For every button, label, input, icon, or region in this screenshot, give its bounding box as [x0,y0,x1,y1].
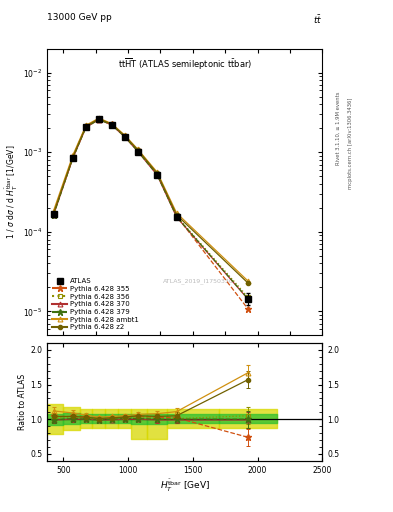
Y-axis label: Ratio to ATLAS: Ratio to ATLAS [18,374,28,430]
Y-axis label: 1 / $\sigma$ d$\sigma$ / d $H_T^{\mathregular{\bar{t}bar}}$ [1/GeV]: 1 / $\sigma$ d$\sigma$ / d $H_T^{\mathre… [4,145,20,239]
Legend: ATLAS, Pythia 6.428 355, Pythia 6.428 356, Pythia 6.428 370, Pythia 6.428 379, P: ATLAS, Pythia 6.428 355, Pythia 6.428 35… [51,276,140,332]
Text: 13000 GeV pp: 13000 GeV pp [47,13,112,22]
Text: tt$\overline{\mathregular{H}}$T (ATLAS semileptonic t$\bar{\mathregular{t}}$bar): tt$\overline{\mathregular{H}}$T (ATLAS s… [118,57,252,72]
Text: $t\bar{t}$: $t\bar{t}$ [313,13,322,26]
Text: Rivet 3.1.10, ≥ 1.9M events: Rivet 3.1.10, ≥ 1.9M events [336,91,341,165]
Text: mcplots.cern.ch [arXiv:1306.3436]: mcplots.cern.ch [arXiv:1306.3436] [348,98,353,189]
X-axis label: $H_T^{\mathregular{\bar{t}bar}}$ [GeV]: $H_T^{\mathregular{\bar{t}bar}}$ [GeV] [160,477,210,494]
Text: ATLAS_2019_I1750330: ATLAS_2019_I1750330 [163,278,234,284]
